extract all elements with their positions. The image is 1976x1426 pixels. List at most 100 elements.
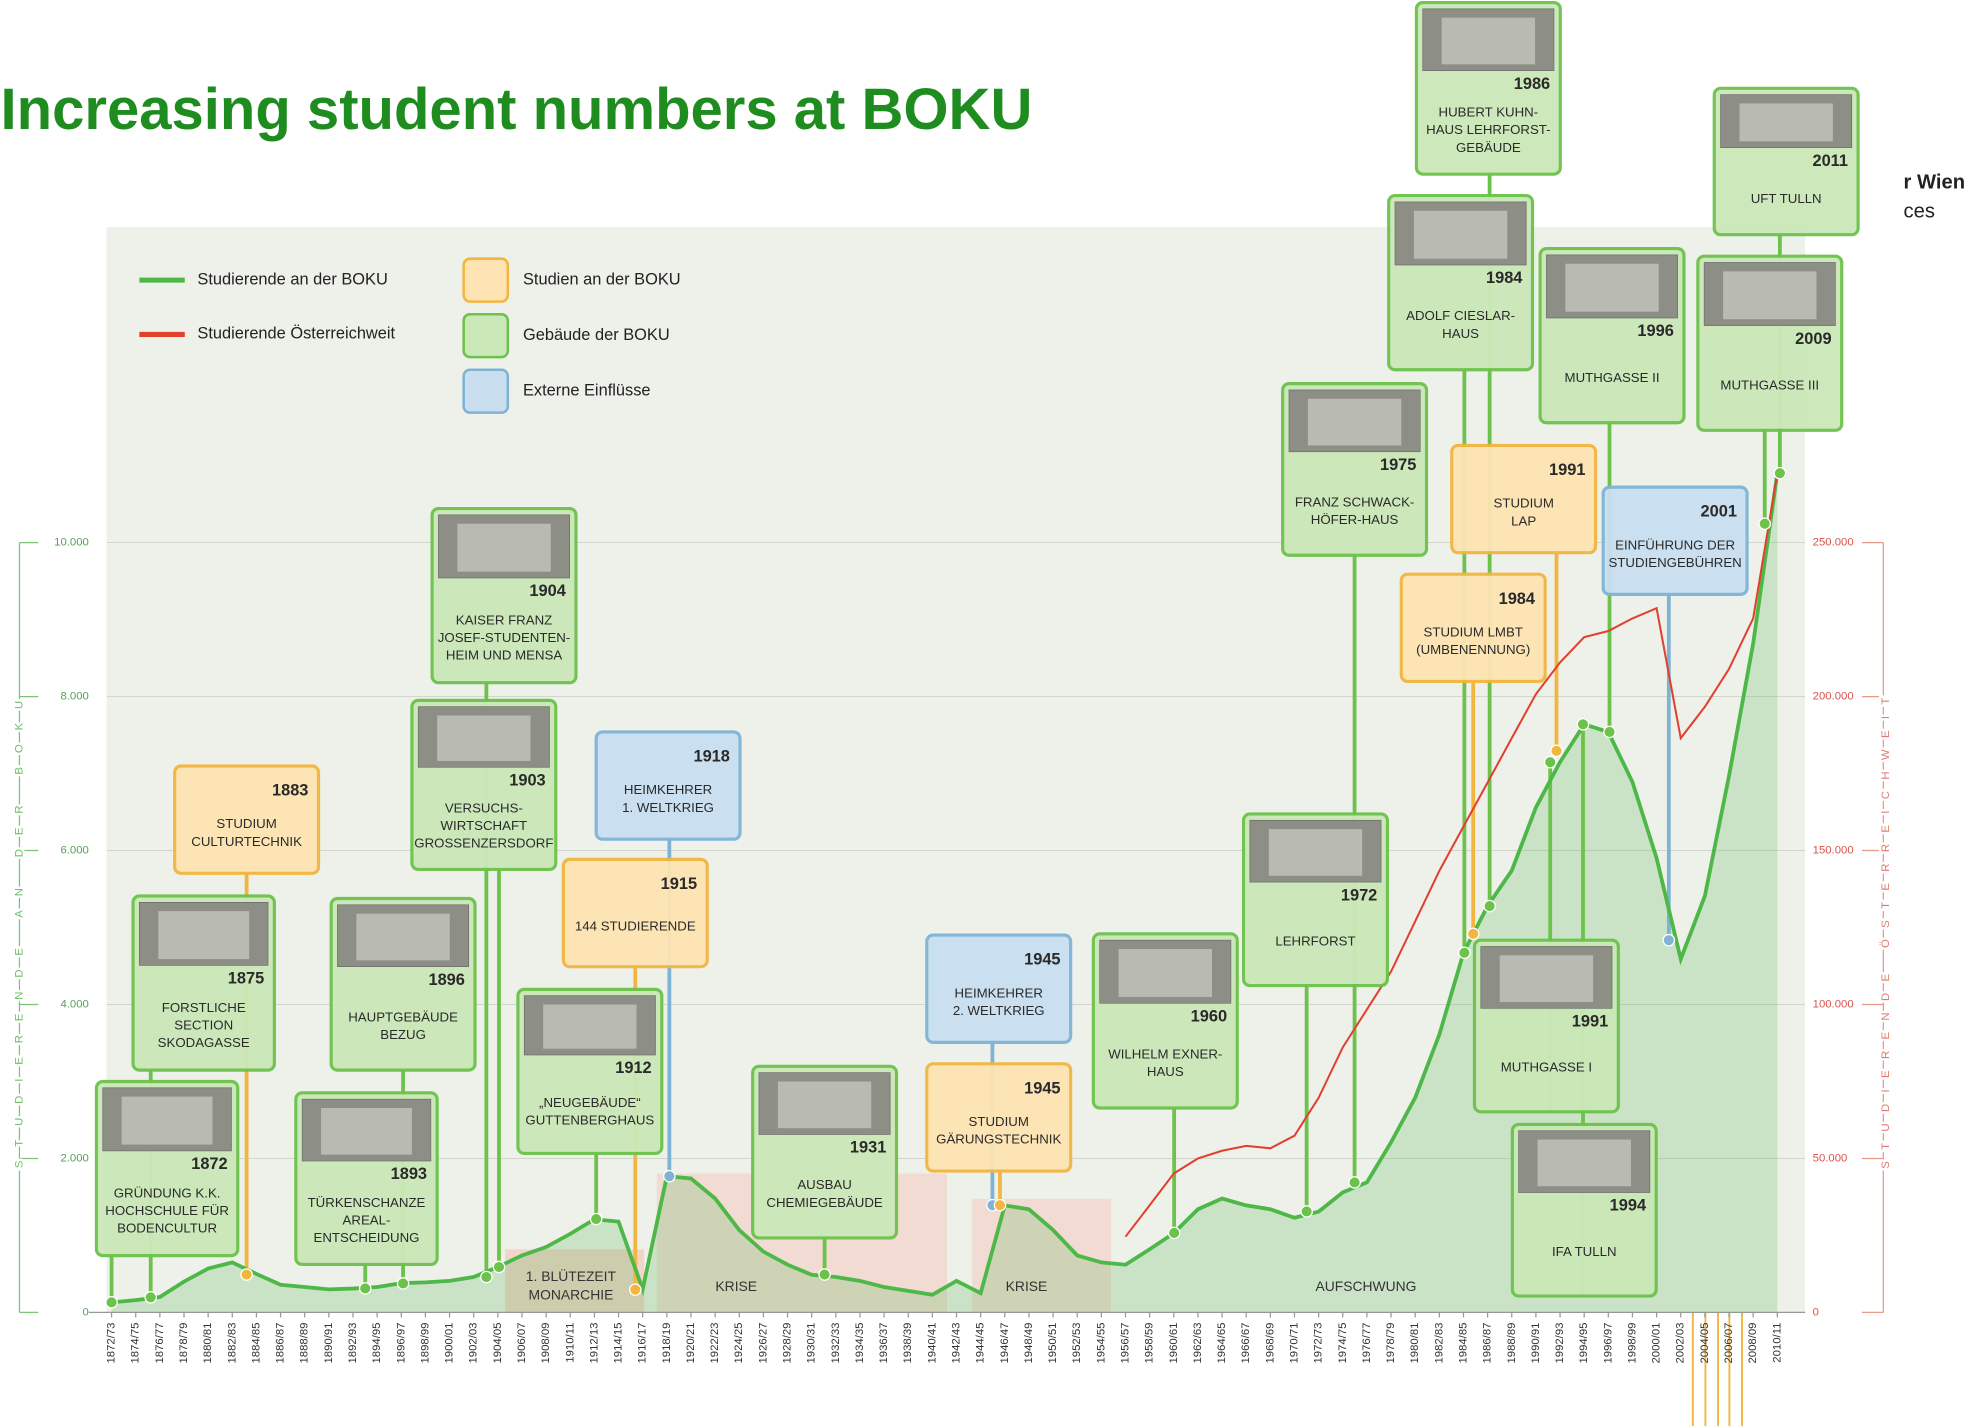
x-tick-label: 2000/01 [1651, 1323, 1663, 1364]
annotation-photo-detail [1307, 398, 1402, 446]
annotation-box [1601, 485, 1749, 596]
annotation-text: BEZUG [380, 1027, 426, 1042]
x-tick-label: 2010/11 [1771, 1323, 1783, 1363]
x-tick-label: 1902/03 [468, 1323, 480, 1364]
annotation-text: 144 STUDIERENDE [575, 918, 696, 933]
x-tick-label: 1924/25 [733, 1323, 745, 1364]
annotation: 1960 WILHELM EXNER- HAUS [1091, 932, 1239, 1110]
annotation-year: 1960 [1191, 1007, 1227, 1025]
x-tick-label: 1946/47 [999, 1323, 1011, 1364]
connector-dot [1603, 725, 1616, 739]
annotation-text: „NEUGEBÄUDE“ [539, 1095, 641, 1110]
x-tick-label: 1922/23 [709, 1323, 721, 1364]
annotation-text: STUDIUM [969, 1114, 1029, 1129]
y-tick-label: 6.000 [60, 845, 88, 857]
annotation-photo-detail [356, 913, 450, 961]
x-tick-label: 1916/17 [637, 1323, 649, 1364]
title: Increasing student numbers at BOKU [1, 77, 1033, 142]
annotation: 1931 AUSBAU CHEMIEGEBÄUDE [751, 1064, 899, 1240]
legend-label: Studierende an der BOKU [197, 270, 387, 288]
annotation-photo-detail [1118, 948, 1212, 997]
x-tick-label: 1934/35 [854, 1323, 866, 1364]
annotation-year: 1918 [693, 747, 729, 765]
annotation: 2011 UFT TULLN [1712, 86, 1860, 237]
annotation-text: UFT TULLN [1751, 191, 1822, 206]
annotation: 1975 FRANZ SCHWACK- HÖFER-HAUS [1281, 382, 1429, 557]
x-tick-label: 1962/63 [1192, 1323, 1204, 1364]
annotation: 1991 MUTHGASSE I [1472, 938, 1620, 1114]
annotation-year: 1903 [509, 771, 545, 789]
connector-dot [628, 1283, 642, 1297]
annotation-year: 1872 [191, 1155, 227, 1173]
connector-dot [663, 1169, 676, 1183]
annotation: 1984 ADOLF CIESLAR- HAUS [1387, 194, 1535, 372]
y2-axis-title: STUDIERENDE ÖSTERREICHWEIT [1880, 686, 1892, 1168]
annotation-year: 2009 [1795, 330, 1831, 348]
annotation-text: GEBÄUDE [1456, 140, 1521, 155]
x-tick-label: 1942/43 [951, 1323, 963, 1364]
annotation-text: JOSEF-STUDENTEN- [438, 630, 570, 645]
connector-dot [589, 1212, 603, 1226]
connector-dot [492, 1260, 506, 1274]
annotation-text: CHEMIEGEBÄUDE [766, 1195, 882, 1210]
connector-dot [144, 1290, 158, 1304]
x-tick-label: 1954/55 [1095, 1323, 1107, 1364]
annotation: 1991 STUDIUM LAP [1450, 443, 1598, 555]
annotation-year: 1991 [1549, 461, 1585, 479]
annotation-text: FRANZ SCHWACK- [1295, 494, 1415, 509]
annotation-text: KAISER FRANZ [456, 612, 552, 627]
annotation-text: AREAL- [343, 1212, 391, 1227]
annotation-text: CULTURTECHNIK [191, 834, 302, 849]
x-tick-label: 1930/31 [806, 1323, 818, 1364]
annotation-photo-detail [321, 1107, 412, 1155]
annotation-text: ENTSCHEIDUNG [313, 1230, 419, 1245]
annotation-year: 1893 [391, 1165, 427, 1183]
annotation-year: 1915 [661, 875, 697, 893]
annotation-year: 1945 [1024, 951, 1060, 969]
annotation-photo-detail [1565, 263, 1659, 312]
annotation-text: ADOLF CIESLAR- [1406, 308, 1515, 323]
x-tick-label: 1884/85 [250, 1323, 262, 1364]
annotation: 1904 KAISER FRANZ JOSEF-STUDENTEN- HEIM UND… [430, 506, 578, 685]
x-tick-label: 1976/77 [1361, 1323, 1373, 1364]
annotation-photo-detail [437, 715, 531, 761]
annotation-text: AUSBAU [797, 1177, 852, 1192]
legend-box [462, 368, 510, 414]
annotation-year: 1875 [228, 970, 264, 988]
annotation-photo-detail [121, 1096, 213, 1145]
x-tick-label: 1878/79 [178, 1323, 190, 1364]
annotation: 1915 144 STUDIERENDE [561, 857, 709, 969]
annotation: 1893 TÜRKENSCHANZE AREAL- ENTSCHEIDUNG [294, 1091, 439, 1267]
header-fragment: ces [1904, 200, 1935, 222]
header-fragment: r Wien [1904, 171, 1966, 193]
series-line [1124, 473, 1779, 1238]
period-label: KRISE [1006, 1278, 1048, 1294]
connector-dot [1550, 744, 1563, 758]
annotation-text: HUBERT KUHN- [1439, 104, 1539, 119]
annotation-photo-detail [1441, 17, 1536, 65]
x-tick-label: 1958/59 [1144, 1323, 1156, 1364]
x-tick-label: 1996/97 [1602, 1323, 1614, 1364]
x-tick-label: 1956/57 [1120, 1323, 1132, 1364]
x-tick-label: 2002/03 [1675, 1323, 1687, 1364]
annotation: 1896 HAUPTGEBÄUDE BEZUG [329, 896, 477, 1072]
annotation-text: STUDIUM [1494, 496, 1554, 511]
x-tick-label: 1898/99 [419, 1323, 431, 1364]
x-tick-label: 1912/13 [588, 1323, 600, 1364]
x-tick-label: 1994/95 [1578, 1323, 1590, 1364]
annotation-text: FORSTLICHE [162, 1000, 246, 1015]
x-tick-label: 1980/81 [1409, 1323, 1421, 1364]
x-tick-label: 1968/69 [1264, 1323, 1276, 1364]
connector-dot [1466, 927, 1480, 941]
x-tick-label: 1950/51 [1047, 1323, 1059, 1364]
annotation-photo-detail [1268, 829, 1363, 876]
annotation-box [594, 730, 742, 841]
annotation: 1903 VERSUCHS- WIRTSCHAFT GROSSENZERSDORF [410, 698, 558, 872]
annotation-box [561, 857, 709, 969]
x-tick-label: 1886/87 [275, 1323, 287, 1364]
annotation-photo-detail [1723, 271, 1817, 320]
annotation-text: MUTHGASSE I [1501, 1060, 1592, 1075]
x-tick-label: 1978/79 [1385, 1323, 1397, 1364]
y-tick-label: 10.000 [54, 537, 89, 549]
